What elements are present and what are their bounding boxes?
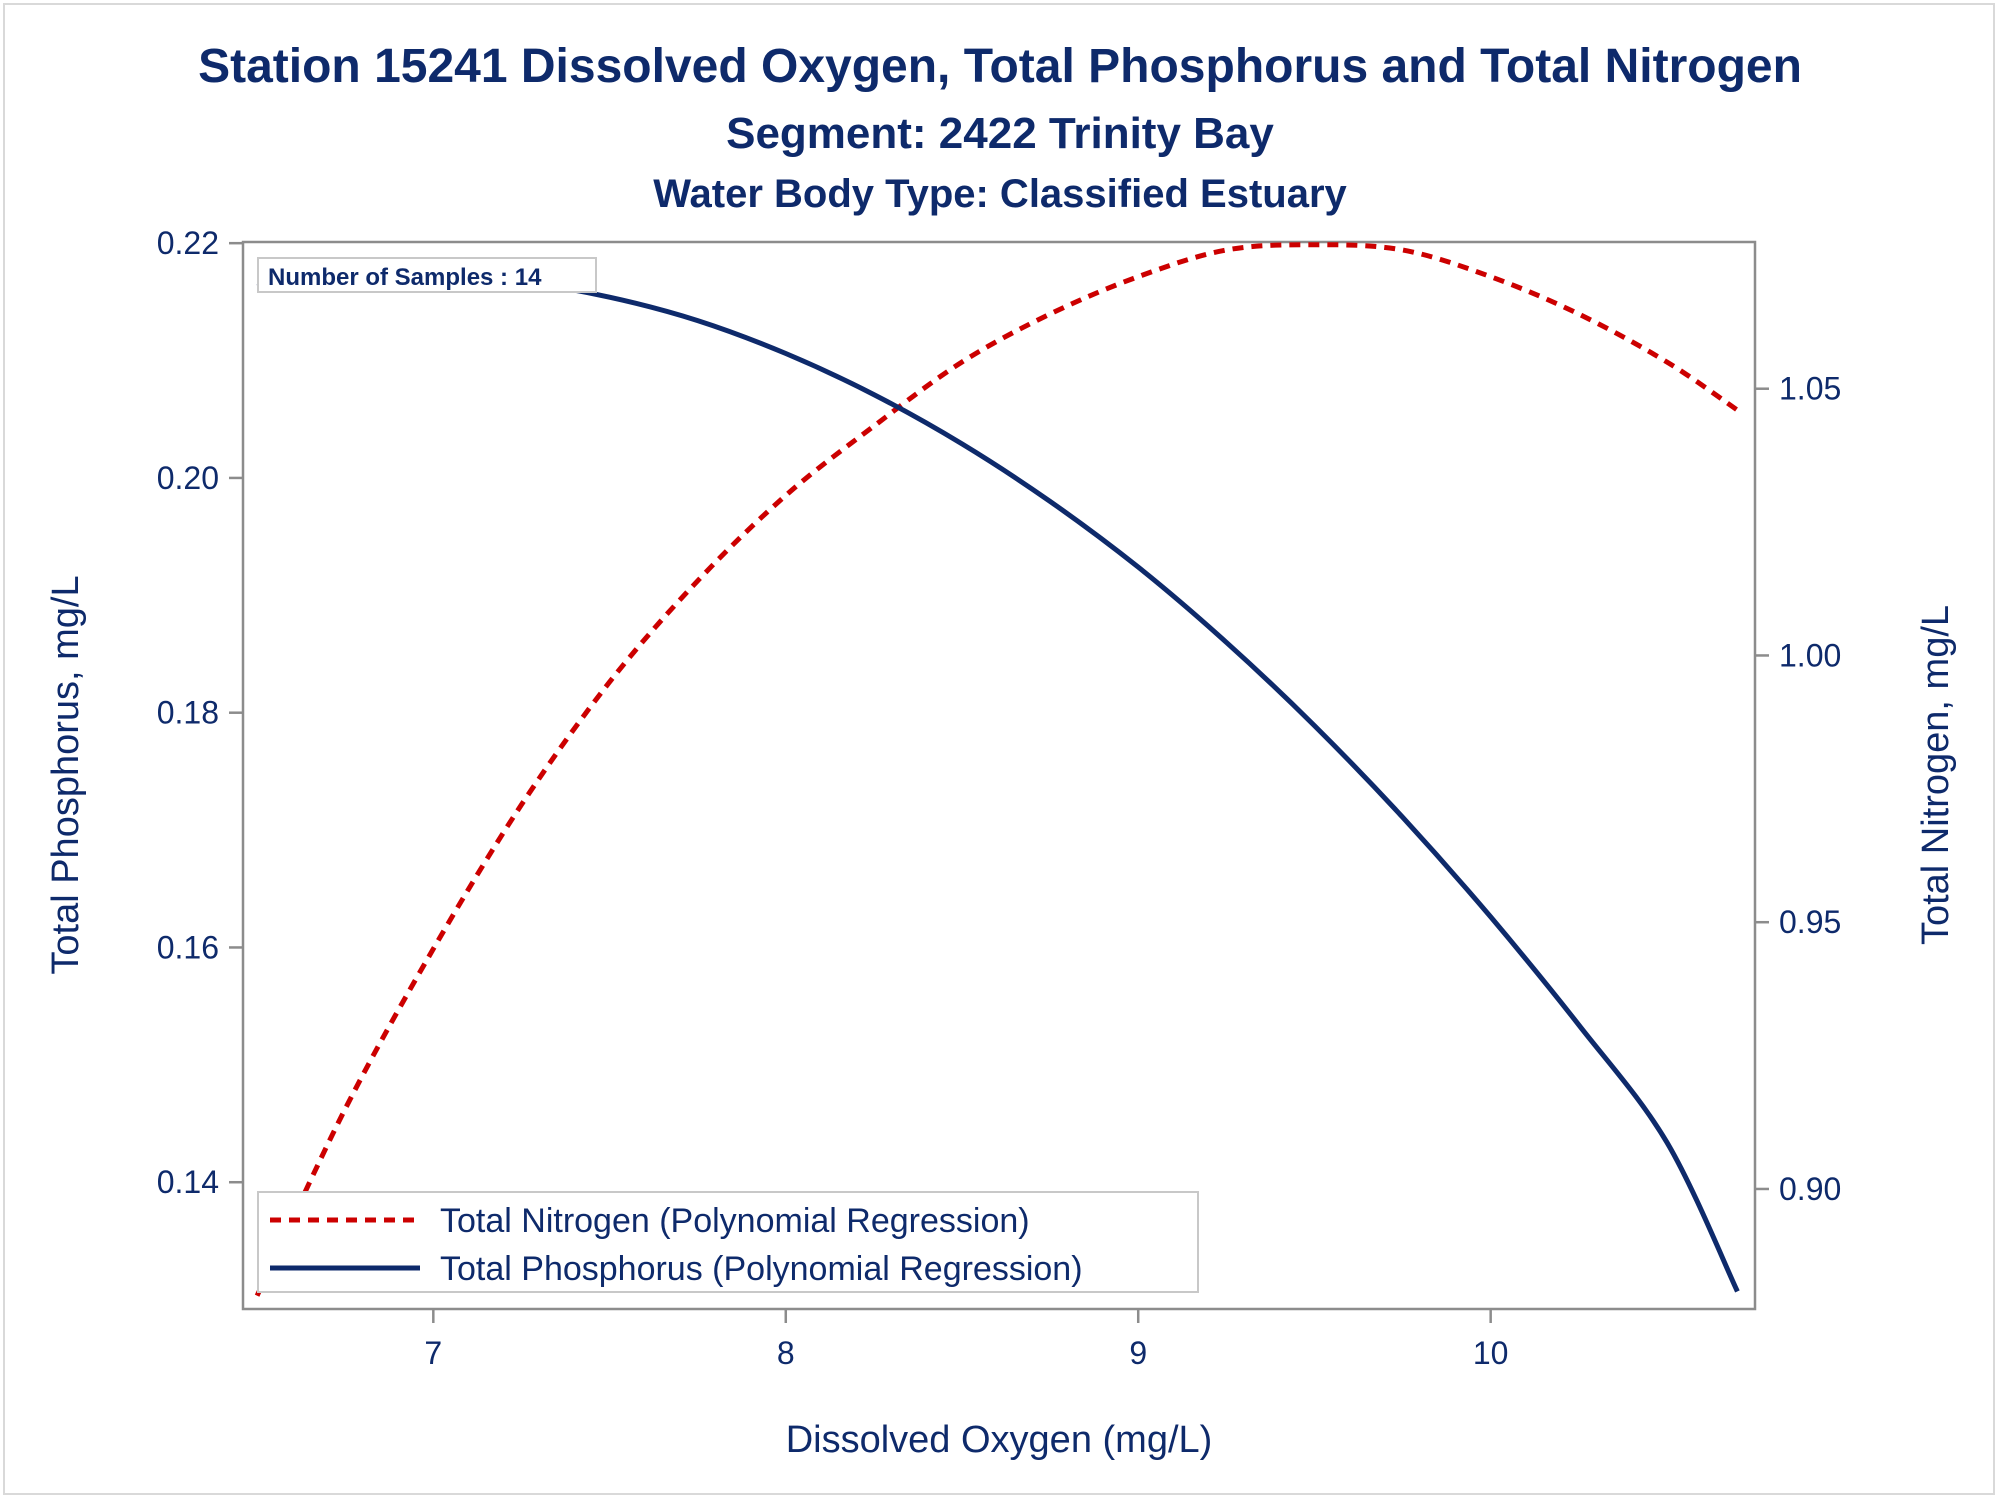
series-layer (254, 242, 1740, 1297)
y2-tick-label: 0.95 (1779, 904, 1841, 940)
y-tick-label: 0.16 (157, 929, 219, 965)
x-axis-label: Dissolved Oxygen (mg/L) (786, 1419, 1213, 1461)
y-tick-label: 0.14 (157, 1164, 219, 1200)
y-tick-label: 0.22 (157, 225, 219, 261)
x-tick-label: 7 (424, 1335, 442, 1371)
legend (257, 1191, 1199, 1293)
sample-count-box (257, 257, 597, 293)
chart-subtitle: Segment: 2422 Trinity Bay (726, 109, 1274, 158)
chart-subtitle-2: Water Body Type: Classified Estuary (653, 172, 1347, 216)
sample-count-label: Number of Samples : 14 (268, 264, 542, 291)
y2-axis-label: Total Nitrogen, mg/L (1915, 605, 1957, 945)
y2-tick-label: 1.00 (1779, 637, 1841, 673)
y2-tick-label: 1.05 (1779, 371, 1841, 407)
y-axis-left: 0.14 0.16 0.18 0.20 0.22 (157, 225, 243, 1200)
y-tick-label: 0.18 (157, 695, 219, 731)
y-tick-label: 0.20 (157, 460, 219, 496)
x-tick-label: 8 (777, 1335, 795, 1371)
legend-label-nitrogen: Total Nitrogen (Polynomial Regression) (440, 1202, 1030, 1240)
x-tick-label: 9 (1129, 1335, 1147, 1371)
y-axis-right: 0.90 0.95 1.00 1.05 (1755, 371, 1841, 1207)
x-axis: 7 8 9 10 (424, 1309, 1508, 1371)
series-line-phosphorus (256, 271, 1740, 1293)
legend-label-phosphorus: Total Phosphorus (Polynomial Regression) (440, 1250, 1083, 1288)
plot-area (241, 240, 1757, 1311)
series-line-nitrogen (254, 242, 1739, 1297)
chart-frame (3, 3, 1995, 1495)
y-axis-label: Total Phosphorus, mg/L (45, 575, 87, 974)
x-tick-label: 10 (1473, 1335, 1509, 1371)
y2-tick-label: 0.90 (1779, 1171, 1841, 1207)
chart-title: Station 15241 Dissolved Oxygen, Total Ph… (198, 40, 1802, 93)
